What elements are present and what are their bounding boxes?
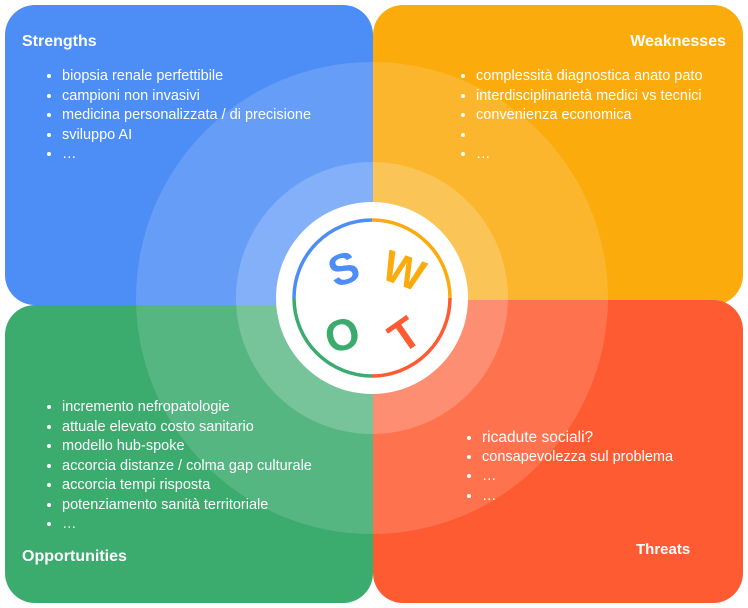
- list-item: incremento nefropatologie: [62, 398, 312, 418]
- threats-list: ricadute sociali? consapevolezza sul pro…: [464, 428, 673, 506]
- list-item: …: [62, 515, 312, 535]
- list-item: consapevolezza sul problema: [482, 448, 673, 468]
- list-item: biopsia renale perfettibile: [62, 67, 311, 87]
- list-item: …: [482, 487, 673, 507]
- swot-badge: S W O T: [292, 218, 452, 378]
- list-item: accorcia distanze / colma gap culturale: [62, 457, 312, 477]
- opportunities-title: Opportunities: [22, 548, 127, 565]
- center-circle: [276, 202, 468, 394]
- arc-opportunities: [292, 297, 373, 378]
- list-item: sviluppo AI: [62, 126, 311, 146]
- list-item: potenziamento sanità territoriale: [62, 496, 312, 516]
- arc-threats: [371, 297, 452, 378]
- strengths-title: Strengths: [22, 33, 97, 50]
- strengths-quadrant: Strengths biopsia renale perfettibile ca…: [5, 5, 373, 305]
- letter-w: W: [376, 241, 432, 301]
- list-item: interdisciplinarietà medici vs tecnici: [476, 87, 703, 107]
- list-item: accorcia tempi risposta: [62, 476, 312, 496]
- list-item: modello hub-spoke: [62, 437, 312, 457]
- letter-t: T: [380, 307, 430, 363]
- weaknesses-title: Weaknesses: [630, 33, 726, 50]
- list-item: ricadute sociali?: [482, 428, 673, 448]
- list-item: …: [482, 467, 673, 487]
- strengths-list: biopsia renale perfettibile campioni non…: [44, 67, 311, 165]
- letter-s: S: [322, 241, 366, 297]
- list-item: attuale elevato costo sanitario: [62, 418, 312, 438]
- letter-o: O: [320, 307, 366, 363]
- arc-weaknesses: [371, 218, 452, 299]
- weaknesses-list: complessità diagnostica anato pato inter…: [458, 67, 703, 165]
- list-item: complessità diagnostica anato pato: [476, 67, 703, 87]
- list-item: campioni non invasivi: [62, 87, 311, 107]
- arc-strengths: [292, 218, 373, 299]
- list-item: …: [476, 145, 703, 165]
- list-item: convenienza economica: [476, 106, 703, 126]
- list-item: …: [62, 145, 311, 165]
- threats-title: Threats: [636, 541, 691, 558]
- list-item: medicina personalizzata / di precisione: [62, 106, 311, 126]
- opportunities-list: incremento nefropatologie attuale elevat…: [44, 398, 312, 535]
